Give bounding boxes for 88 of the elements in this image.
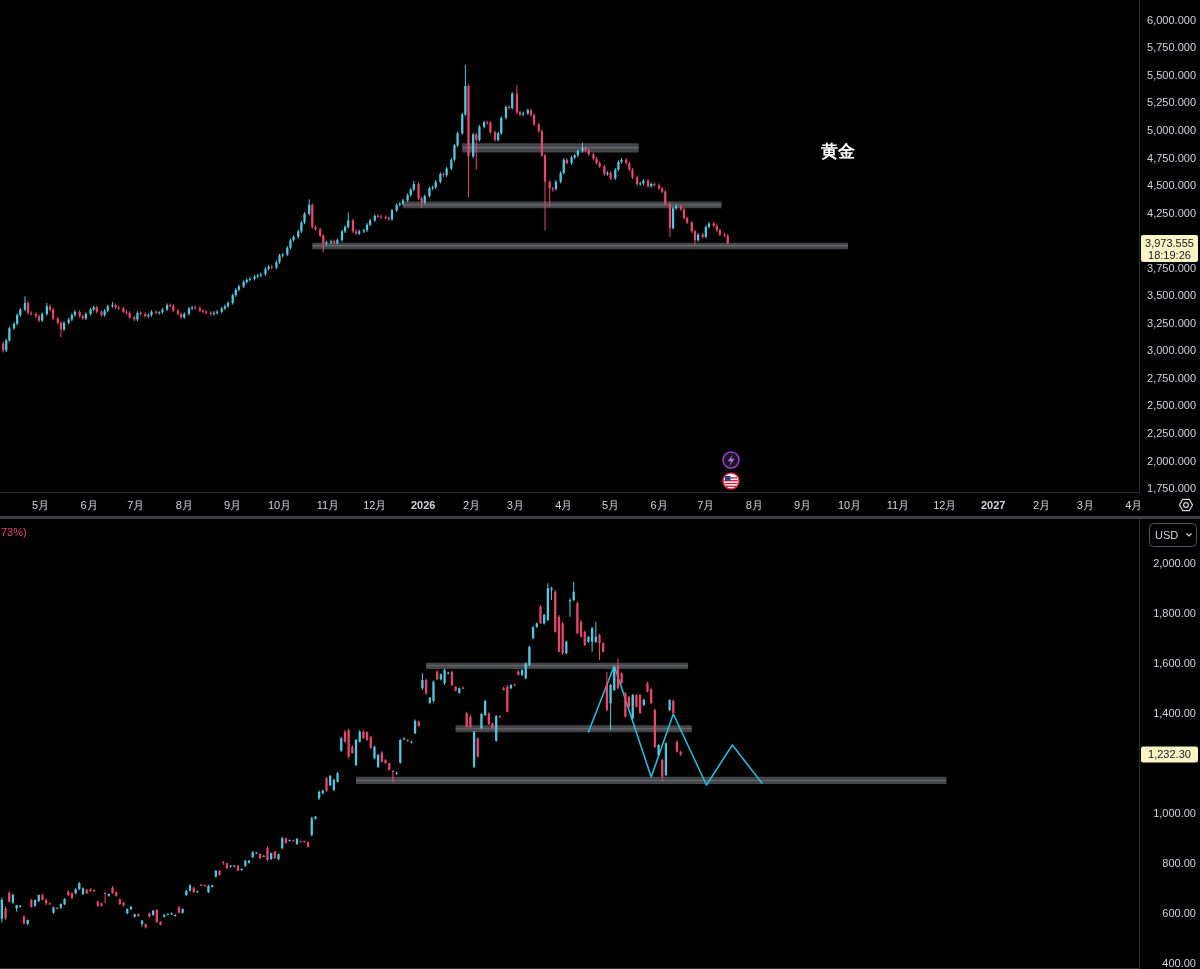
x-tick-label: 12月 — [933, 499, 957, 511]
candlestick — [384, 214, 387, 221]
y-tick-label: 5,500.000 — [1147, 68, 1196, 81]
x-tick-label: 5月 — [602, 499, 620, 511]
y-tick-label: 1,750.000 — [1147, 482, 1196, 495]
x-tick-label: 9月 — [794, 499, 812, 511]
candlestick — [653, 181, 656, 188]
y-tick-label: 5,750.000 — [1147, 41, 1196, 54]
x-tick-label: 4月 — [555, 499, 573, 511]
x-tick-label: 6月 — [650, 499, 668, 511]
candlestick — [398, 201, 401, 208]
candlestick — [376, 213, 380, 219]
y-tick-label: 4,250.000 — [1147, 206, 1196, 219]
candlestick — [205, 309, 208, 316]
x-tick-label: 10月 — [267, 499, 292, 511]
x-tick-label: 3月 — [506, 499, 524, 511]
y-tick-label: 5,000.000 — [1147, 124, 1196, 136]
candlestick — [104, 891, 107, 904]
candlestick — [432, 680, 435, 703]
candlestick — [125, 309, 128, 316]
x-tick-label: 7月 — [697, 499, 715, 511]
candlestick — [147, 312, 150, 319]
text: 18:19:26 — [1148, 249, 1191, 262]
candlestick — [209, 310, 212, 317]
candlestick — [212, 310, 216, 317]
candlestick — [166, 912, 170, 916]
x-tick-label: 6月 — [80, 499, 98, 511]
y-tick-label: 600.00 — [1162, 906, 1196, 919]
text: 3,973.555 — [1145, 237, 1194, 250]
y-tick-label: 3,250.000 — [1147, 316, 1196, 329]
x-tick-label: 4月 — [1125, 499, 1143, 511]
x-tick-label: 11月 — [886, 499, 910, 511]
x-tick-label: 7月 — [127, 499, 145, 511]
candlestick — [442, 171, 445, 178]
y-tick-label: 2,250.000 — [1147, 426, 1196, 439]
x-tick-label: 2月 — [1033, 499, 1051, 511]
y-tick-label: 800.00 — [1162, 856, 1196, 869]
x-tick-label: 9月 — [224, 499, 242, 511]
y-tick-label: 2,500.000 — [1147, 399, 1196, 412]
candlestick — [387, 215, 390, 222]
y-tick-label: 3,500.000 — [1147, 289, 1196, 302]
x-tick-label: 12月 — [363, 499, 387, 511]
candlestick — [158, 310, 161, 316]
text: 黄金 — [820, 142, 855, 161]
candlestick — [199, 883, 203, 887]
y-tick-label: 3,000.000 — [1147, 344, 1196, 357]
candlestick — [391, 769, 395, 784]
x-tick-label: 11月 — [316, 499, 340, 511]
candlestick — [507, 104, 511, 111]
text: USD — [1155, 529, 1179, 541]
y-tick-label: 4,750.000 — [1147, 151, 1196, 164]
candlestick — [248, 276, 251, 282]
candlestick — [155, 309, 158, 316]
x-tick-label: 8月 — [745, 499, 763, 511]
x-tick-label: 2月 — [463, 499, 481, 511]
x-tick-label: 2027 — [980, 499, 1006, 511]
y-tick-label: 4,500.000 — [1147, 179, 1196, 192]
line-series — [587, 664, 763, 786]
y-tick-label: 1,600.00 — [1153, 656, 1196, 669]
candlestick — [590, 626, 594, 653]
y-tick-label: 1,800.00 — [1153, 606, 1196, 619]
candlestick — [215, 309, 219, 316]
y-tick-label: 3,750.000 — [1147, 261, 1196, 274]
y-tick-label: 1,400.00 — [1153, 706, 1196, 719]
candlestick — [606, 170, 609, 177]
x-tick-label: 2026 — [410, 499, 436, 511]
candlestick — [201, 308, 205, 314]
y-tick-label: 400.00 — [1162, 956, 1196, 969]
x-tick-label: 10月 — [837, 499, 862, 511]
candlestick — [379, 214, 383, 220]
candlestick — [539, 604, 542, 625]
y-tick-label: 1,000.00 — [1153, 806, 1196, 819]
y-tick-label: 6,000.000 — [1147, 13, 1196, 26]
y-tick-label: 2,000.00 — [1153, 556, 1196, 569]
y-tick-label: 5,250.000 — [1147, 96, 1196, 109]
candlestick — [139, 310, 142, 317]
x-tick-label: 8月 — [175, 499, 193, 511]
annotation: 73%) — [1, 526, 27, 538]
y-tick-label: 2,750.000 — [1147, 371, 1196, 384]
x-tick-label: 3月 — [1076, 499, 1094, 511]
candlestick — [598, 633, 601, 661]
y-tick-label: 2,000.000 — [1147, 454, 1196, 467]
candlestick — [23, 295, 27, 312]
x-tick-label: 5月 — [32, 499, 50, 511]
candlestick — [198, 305, 202, 313]
candlestick — [475, 132, 478, 171]
candlestick — [594, 621, 597, 644]
text: 1,232.30 — [1148, 748, 1191, 761]
